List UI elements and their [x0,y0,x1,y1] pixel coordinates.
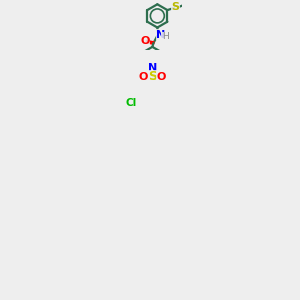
Text: S: S [172,2,180,12]
Text: N: N [148,63,157,73]
Text: O: O [139,72,148,82]
Text: O: O [157,72,166,82]
Text: S: S [148,70,157,83]
Text: O: O [140,36,150,46]
Text: Cl: Cl [126,98,137,108]
Text: H: H [162,32,169,41]
Text: N: N [156,30,166,40]
